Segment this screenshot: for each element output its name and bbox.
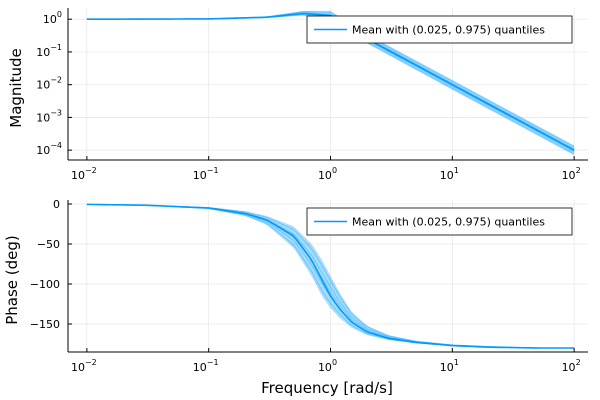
y-tick-label: 10−4	[36, 141, 62, 157]
x-tick-exponent: 0	[332, 358, 337, 367]
x-tick-exponent: 2	[576, 358, 581, 367]
x-tick-label: 10−1	[193, 358, 219, 374]
mean-line	[86, 203, 575, 349]
x-tick-exponent: −2	[85, 166, 97, 175]
x-axis-label: Frequency [rad/s]	[261, 379, 393, 397]
y-tick-label: 100	[43, 10, 62, 26]
phase-legend: Mean with (0.025, 0.975) quantiles	[306, 207, 573, 236]
y-tick-label: −150	[30, 318, 60, 331]
y-tick-label: 0	[53, 198, 60, 211]
y-tick-exponent: −3	[50, 108, 62, 117]
y-tick-label: 10−2	[36, 76, 62, 92]
y-tick-exponent: −1	[50, 43, 62, 52]
x-tick-label: 100	[318, 358, 337, 374]
y-tick-label: −100	[30, 278, 60, 291]
y-tick-label: −50	[37, 238, 60, 251]
x-tick-exponent: 2	[576, 166, 581, 175]
legend-label: Mean with (0.025, 0.975) quantiles	[352, 216, 545, 229]
y-tick-exponent: −2	[50, 76, 62, 85]
legend-box	[306, 15, 573, 44]
phase-y-ticks: 0 −50 −100 −150	[30, 198, 72, 331]
x-tick-label: 10−2	[71, 358, 97, 374]
y-tick-exponent: −4	[50, 141, 62, 150]
x-tick-exponent: 0	[332, 166, 337, 175]
x-tick-exponent: −1	[207, 358, 219, 367]
x-tick-label: 100	[318, 166, 337, 182]
x-tick-exponent: 1	[454, 358, 459, 367]
magnitude-mean-line	[86, 12, 575, 151]
y-tick-label: 10−1	[36, 43, 62, 59]
x-tick-label: 102	[562, 166, 581, 182]
legend-box	[306, 207, 573, 236]
legend-label: Mean with (0.025, 0.975) quantiles	[352, 24, 545, 37]
x-tick-label: 101	[440, 358, 459, 374]
magnitude-y-axis-label: Magnitude	[7, 48, 25, 127]
magnitude-y-ticks: 100 10−1 10−2 10−3 10−4	[36, 10, 72, 157]
x-tick-label: 10−2	[71, 166, 97, 182]
magnitude-legend: Mean with (0.025, 0.975) quantiles	[306, 15, 573, 44]
phase-y-axis-label: Phase (deg)	[3, 235, 21, 325]
phase-subplot: 10−2 10−1 100 101 102 0−50−100−150 Phase (de…	[3, 198, 588, 397]
phase-mean-line	[86, 203, 575, 349]
mean-line	[86, 12, 575, 151]
x-tick-exponent: 1	[454, 166, 459, 175]
y-tick-label: 10−3	[36, 108, 62, 124]
x-tick-label: 10−1	[193, 166, 219, 182]
quantile-band	[86, 204, 575, 348]
x-tick-label: 102	[562, 358, 581, 374]
y-tick-exponent: 0	[57, 10, 62, 19]
x-tick-exponent: −1	[207, 166, 219, 175]
x-tick-label: 101	[440, 166, 459, 182]
phase-grid	[67, 200, 588, 353]
x-tick-exponent: −2	[85, 358, 97, 367]
